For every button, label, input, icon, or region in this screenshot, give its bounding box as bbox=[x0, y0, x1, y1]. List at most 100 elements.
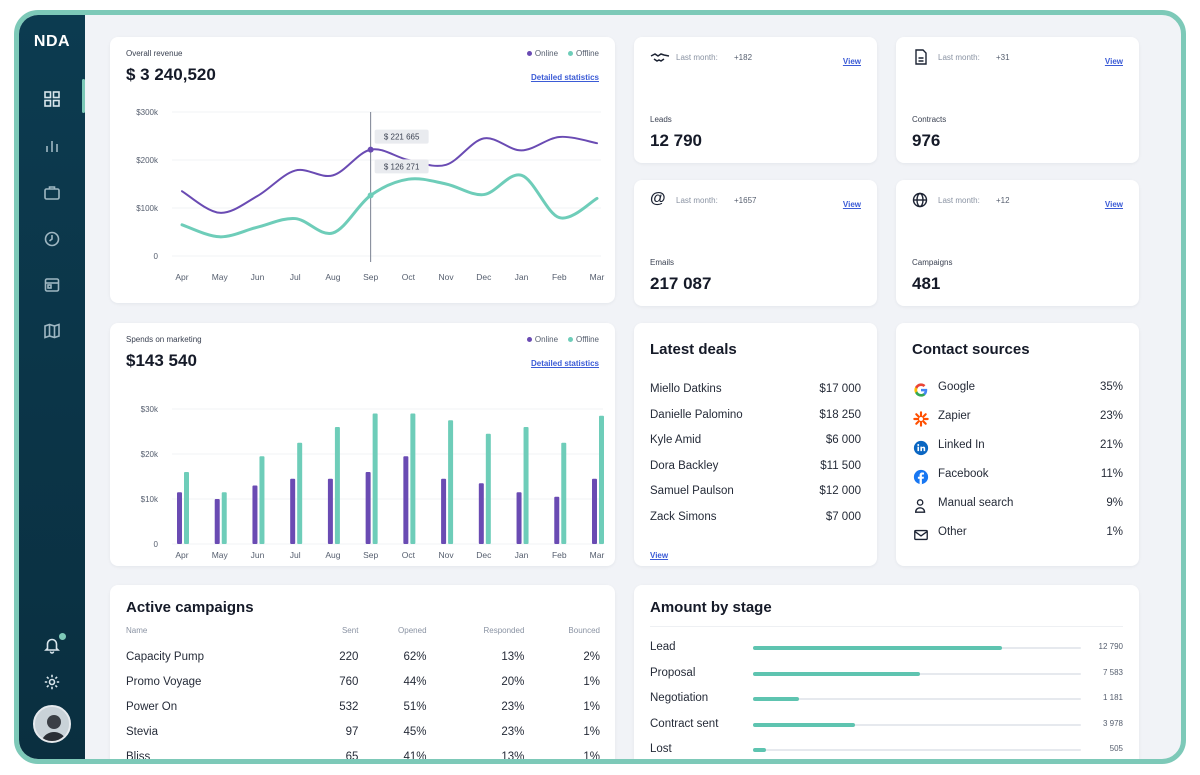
campaign-name: Capacity Pump bbox=[126, 651, 204, 663]
x-tick-label: Mar bbox=[590, 272, 605, 282]
table-row[interactable]: Power On 532 51% 23% 1% bbox=[126, 695, 600, 720]
deal-row[interactable]: Danielle Palomino $18 250 bbox=[650, 409, 861, 421]
bar-offline bbox=[259, 456, 265, 544]
sidebar: NDA bbox=[19, 15, 85, 759]
clock-icon[interactable] bbox=[40, 227, 64, 251]
stage-row[interactable]: Lead 12 790 bbox=[650, 639, 1123, 657]
stat-card-contracts: Last month: +31 View Contracts 976 bbox=[896, 37, 1139, 163]
stage-row[interactable]: Contract sent 3 978 bbox=[650, 716, 1123, 734]
revenue-label: Overall revenue bbox=[126, 49, 183, 58]
table-row[interactable]: Promo Voyage 760 44% 20% 1% bbox=[126, 670, 600, 695]
source-name: Zapier bbox=[938, 410, 971, 422]
deal-name: Dora Backley bbox=[650, 460, 719, 472]
source-row[interactable]: Google 35% bbox=[912, 381, 1123, 399]
column-header[interactable]: Name bbox=[126, 626, 148, 635]
bell-icon[interactable] bbox=[40, 633, 64, 657]
gear-icon[interactable] bbox=[40, 670, 64, 694]
stage-row[interactable]: Proposal 7 583 bbox=[650, 665, 1123, 683]
stage-row[interactable]: Lost 505 bbox=[650, 741, 1123, 759]
column-header[interactable]: Bounced bbox=[568, 626, 600, 635]
stat-view-link[interactable]: View bbox=[1104, 57, 1123, 66]
stat-meta: Last month: bbox=[676, 53, 718, 62]
revenue-detailed-statistics-link[interactable]: Detailed statistics bbox=[530, 73, 599, 82]
source-row[interactable]: Manual search 9% bbox=[912, 497, 1123, 515]
x-tick-label: Apr bbox=[175, 272, 188, 282]
calendar-icon[interactable] bbox=[40, 273, 64, 297]
deal-row[interactable]: Dora Backley $11 500 bbox=[650, 460, 861, 472]
stat-view-link[interactable]: View bbox=[842, 57, 861, 66]
zapier-icon bbox=[912, 410, 930, 428]
amount-by-stage-title: Amount by stage bbox=[650, 599, 772, 616]
campaign-responded: 23% bbox=[501, 726, 525, 738]
document-icon bbox=[914, 49, 928, 65]
campaign-opened: 51% bbox=[403, 701, 427, 713]
highlight-point-online bbox=[367, 146, 374, 153]
source-pct: 11% bbox=[1100, 468, 1123, 480]
bar-offline bbox=[448, 420, 454, 544]
map-icon[interactable] bbox=[40, 319, 64, 343]
stage-row[interactable]: Negotiation 1 181 bbox=[650, 690, 1123, 708]
stage-track bbox=[753, 723, 1081, 727]
source-row[interactable]: Other 1% bbox=[912, 526, 1123, 544]
deals-view-link[interactable]: View bbox=[650, 551, 669, 560]
app-logo: NDA bbox=[33, 33, 71, 50]
active-nav-indicator bbox=[82, 79, 85, 113]
y-tick-label: $30k bbox=[141, 405, 159, 414]
table-row[interactable]: Bliss 65 41% 13% 1% bbox=[126, 745, 600, 763]
deal-row[interactable]: Zack Simons $7 000 bbox=[650, 511, 861, 523]
y-tick-label: $20k bbox=[141, 450, 159, 459]
bar-online bbox=[327, 478, 333, 544]
column-header[interactable]: Sent bbox=[341, 626, 359, 635]
bar-chart-icon[interactable] bbox=[40, 134, 64, 158]
stat-view-link[interactable]: View bbox=[842, 200, 861, 209]
x-tick-label: Sep bbox=[363, 550, 378, 560]
bar-offline bbox=[599, 415, 604, 544]
campaign-sent: 532 bbox=[339, 701, 359, 713]
campaign-bounced: 1% bbox=[583, 751, 600, 763]
x-tick-label: Jun bbox=[251, 550, 265, 560]
x-tick-label: Sep bbox=[363, 272, 378, 282]
spends-label: Spends on marketing bbox=[126, 335, 202, 344]
column-header[interactable]: Opened bbox=[398, 626, 427, 635]
column-header[interactable]: Responded bbox=[483, 626, 525, 635]
dashboard-icon[interactable] bbox=[40, 87, 64, 111]
stage-bar bbox=[753, 748, 767, 752]
source-pct: 35% bbox=[1099, 381, 1123, 393]
handshake-icon bbox=[650, 51, 670, 65]
campaigns-table: Name Sent Opened Responded Bounced Capac… bbox=[126, 626, 600, 763]
briefcase-icon[interactable] bbox=[40, 181, 64, 205]
stage-value: 3 978 bbox=[1102, 719, 1123, 728]
x-tick-label: Nov bbox=[439, 550, 455, 560]
y-tick-label: $300k bbox=[136, 108, 159, 117]
source-row[interactable]: Zapier 23% bbox=[912, 410, 1123, 428]
table-row[interactable]: Stevia 97 45% 23% 1% bbox=[126, 720, 600, 745]
legend-offline: Offline bbox=[568, 49, 599, 58]
stat-delta: +31 bbox=[996, 53, 1010, 62]
deal-row[interactable]: Samuel Paulson $12 000 bbox=[650, 485, 861, 497]
tooltip-offline-bg bbox=[374, 159, 429, 174]
source-name: Manual search bbox=[938, 497, 1014, 509]
source-row[interactable]: Linked In 21% bbox=[912, 439, 1123, 457]
y-tick-label: 0 bbox=[154, 252, 159, 261]
deal-name: Danielle Palomino bbox=[650, 409, 743, 421]
linkedin-icon bbox=[912, 439, 930, 457]
spends-detailed-statistics-link[interactable]: Detailed statistics bbox=[530, 359, 599, 368]
y-tick-label: $200k bbox=[136, 156, 159, 165]
deal-row[interactable]: Kyle Amid $6 000 bbox=[650, 434, 861, 446]
campaign-name: Stevia bbox=[126, 726, 158, 738]
table-row[interactable]: Capacity Pump 220 62% 13% 2% bbox=[126, 645, 600, 670]
stage-value: 505 bbox=[1109, 744, 1123, 753]
stat-view-link[interactable]: View bbox=[1104, 200, 1123, 209]
source-row[interactable]: Facebook 11% bbox=[912, 468, 1123, 486]
source-pct: 21% bbox=[1099, 439, 1123, 451]
stat-value: 217 087 bbox=[650, 274, 712, 293]
tooltip-offline-value: $ 126 271 bbox=[384, 162, 420, 171]
avatar[interactable] bbox=[33, 705, 71, 743]
contact-sources-card: Contact sources Google 35% Zapier 23% Li… bbox=[896, 323, 1139, 566]
x-tick-label: May bbox=[212, 272, 229, 282]
campaign-name: Power On bbox=[126, 701, 178, 713]
deal-row[interactable]: Miello Datkins $17 000 bbox=[650, 383, 861, 395]
series-line-offline bbox=[180, 173, 599, 239]
revenue-legend: Online Offline bbox=[526, 49, 599, 58]
source-pct: 23% bbox=[1099, 410, 1123, 422]
